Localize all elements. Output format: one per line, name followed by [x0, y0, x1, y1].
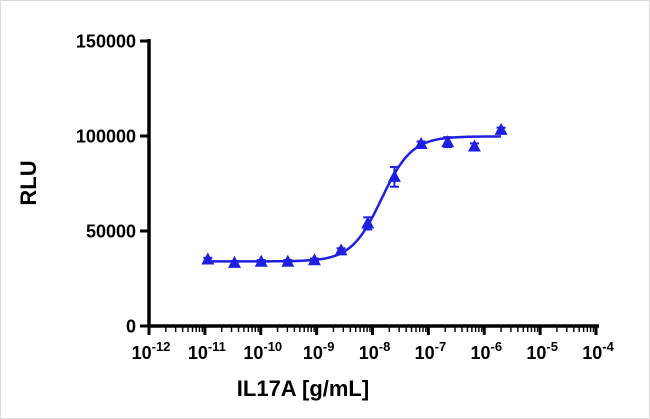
- data-point-marker: [441, 135, 455, 148]
- data-point-marker: [494, 122, 508, 135]
- x-tick-label: 10-4: [582, 339, 614, 363]
- data-point-marker: [414, 136, 428, 149]
- y-tick-label: 150000: [76, 32, 136, 52]
- data-point-marker: [467, 139, 481, 152]
- data-points: [201, 122, 508, 268]
- data-point-marker: [254, 254, 268, 267]
- y-tick-label: 0: [126, 317, 136, 337]
- x-axis-title: IL17A [g/mL]: [236, 376, 370, 401]
- data-point-marker: [334, 243, 348, 256]
- data-point-marker: [281, 254, 295, 267]
- x-tick-label: 10-5: [526, 339, 558, 363]
- data-point-marker: [201, 252, 215, 265]
- x-tick-label: 10-7: [415, 339, 447, 363]
- x-tick-label: 10-11: [188, 339, 226, 363]
- x-tick-label: 10-10: [243, 339, 282, 363]
- x-axis-ticks: 10-12 10-11 10-10 10-9 10-8 10-7 10-6 10-5 10-4: [132, 327, 615, 363]
- y-axis-ticks: 0 50000 100000 150000: [76, 32, 148, 337]
- x-tick-label: 10-12: [132, 339, 171, 363]
- x-tick-label: 10-6: [470, 339, 502, 363]
- x-tick-label: 10-9: [303, 339, 335, 363]
- data-point-marker: [361, 216, 375, 229]
- axes: [147, 39, 599, 328]
- data-point-marker: [227, 255, 241, 268]
- data-point-marker: [307, 253, 321, 266]
- y-tick-label: 50000: [86, 222, 136, 242]
- x-tick-label: 10-8: [359, 339, 391, 363]
- y-axis-title: RLU: [16, 160, 41, 206]
- y-tick-label: 100000: [76, 127, 136, 147]
- fit-curve: [207, 135, 502, 263]
- data-point-marker: [387, 169, 401, 182]
- x-axis-minor-ticks: [165, 327, 595, 332]
